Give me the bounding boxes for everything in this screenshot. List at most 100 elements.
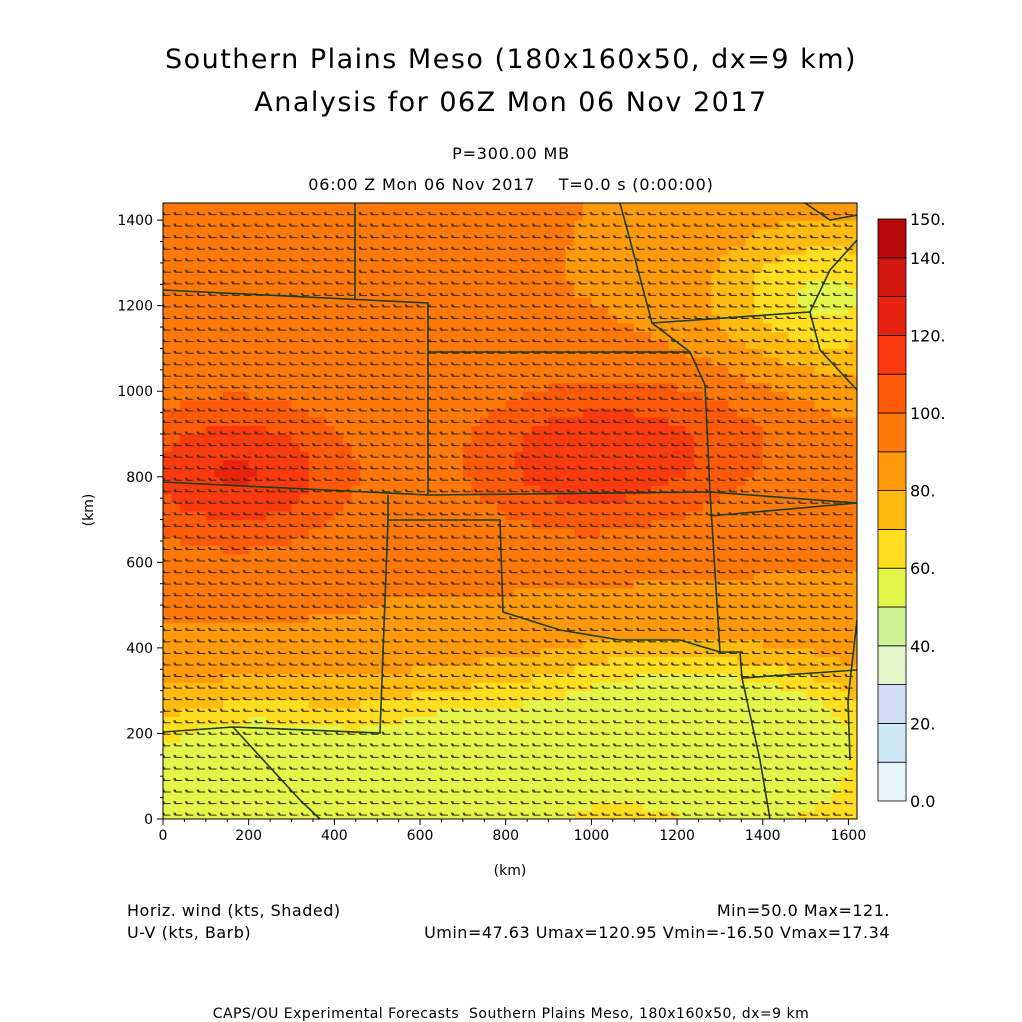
field-cell: [617, 656, 627, 666]
field-cell: [488, 793, 498, 803]
field-cell: [557, 442, 567, 452]
field-cell: [454, 665, 464, 675]
field-cell: [454, 468, 464, 478]
field-cell: [231, 622, 241, 632]
field-cell: [557, 596, 567, 606]
field-cell: [454, 211, 464, 221]
field-cell: [634, 519, 644, 529]
field-cell: [651, 622, 661, 632]
field-cell: [368, 288, 378, 298]
field-cell: [214, 425, 224, 435]
field-cell: [163, 502, 173, 512]
field-cell: [420, 365, 430, 375]
field-cell: [737, 339, 747, 350]
field-cell: [248, 468, 258, 478]
field-cell: [402, 305, 413, 315]
field-cell: [514, 425, 524, 435]
field-cell: [574, 408, 584, 418]
field-cell: [565, 399, 575, 409]
field-cell: [377, 553, 387, 563]
field-cell: [642, 562, 652, 572]
field-cell: [274, 699, 284, 709]
field-cell: [728, 536, 738, 546]
field-cell: [668, 784, 678, 794]
field-cell: [539, 536, 550, 546]
field-cell: [634, 476, 644, 486]
field-cell: [557, 237, 567, 247]
field-cell: [565, 339, 575, 350]
field-cell: [402, 742, 413, 752]
field-cell: [591, 288, 601, 298]
field-cell: [300, 297, 310, 307]
field-cell: [754, 673, 764, 683]
field-cell: [257, 570, 267, 581]
field-cell: [248, 750, 258, 760]
field-cell: [745, 203, 755, 213]
field-cell: [471, 759, 481, 769]
field-cell: [539, 288, 550, 298]
field-cell: [188, 297, 198, 307]
field-cell: [539, 271, 550, 281]
field-cell: [317, 639, 327, 649]
field-cell: [514, 759, 524, 769]
field-cell: [351, 365, 361, 375]
field-cell: [462, 511, 473, 521]
field-cell: [642, 203, 652, 213]
field-cell: [685, 605, 695, 615]
field-cell: [599, 220, 610, 230]
field-cell: [385, 511, 395, 521]
field-cell: [634, 801, 644, 812]
field-cell: [582, 271, 592, 281]
field-cell: [711, 288, 721, 298]
field-cell: [728, 322, 738, 332]
field-cell: [651, 382, 661, 392]
field-cell: [385, 459, 395, 469]
field-cell: [754, 596, 764, 606]
field-cell: [163, 605, 173, 615]
field-cell: [608, 297, 618, 307]
field-cell: [163, 331, 173, 341]
field-cell: [248, 348, 258, 358]
field-cell: [454, 451, 464, 461]
field-cell: [599, 656, 610, 666]
field-cell: [274, 365, 284, 375]
field-cell: [222, 742, 233, 752]
field-cell: [719, 784, 730, 794]
field-cell: [214, 545, 224, 555]
field-cell: [368, 613, 378, 623]
field-cell: [248, 357, 258, 367]
field-cell: [548, 699, 558, 709]
field-cell: [745, 442, 755, 452]
field-cell: [282, 579, 293, 589]
field-cell: [497, 451, 507, 461]
field-cell: [677, 425, 687, 435]
field-cell: [651, 220, 661, 230]
field-cell: [737, 690, 747, 700]
field-cell: [445, 716, 455, 726]
field-cell: [351, 485, 361, 495]
field-cell: [565, 656, 575, 666]
field-cell: [711, 707, 721, 717]
field-cell: [325, 759, 335, 769]
field-cell: [274, 357, 284, 367]
field-cell: [599, 622, 610, 632]
field-cell: [300, 613, 310, 623]
field-cell: [539, 339, 550, 350]
field-cell: [651, 750, 661, 760]
field-cell: [342, 493, 353, 504]
field-cell: [531, 536, 541, 546]
field-cell: [368, 271, 378, 281]
field-cell: [599, 570, 610, 581]
field-cell: [488, 716, 498, 726]
field-cell: [377, 596, 387, 606]
field-cell: [608, 682, 618, 692]
field-cell: [557, 639, 567, 649]
field-cell: [308, 724, 318, 735]
field-cell: [462, 339, 473, 350]
field-cell: [488, 451, 498, 461]
field-cell: [677, 511, 687, 521]
field-cell: [420, 322, 430, 332]
field-cell: [325, 596, 335, 606]
field-cell: [325, 690, 335, 700]
